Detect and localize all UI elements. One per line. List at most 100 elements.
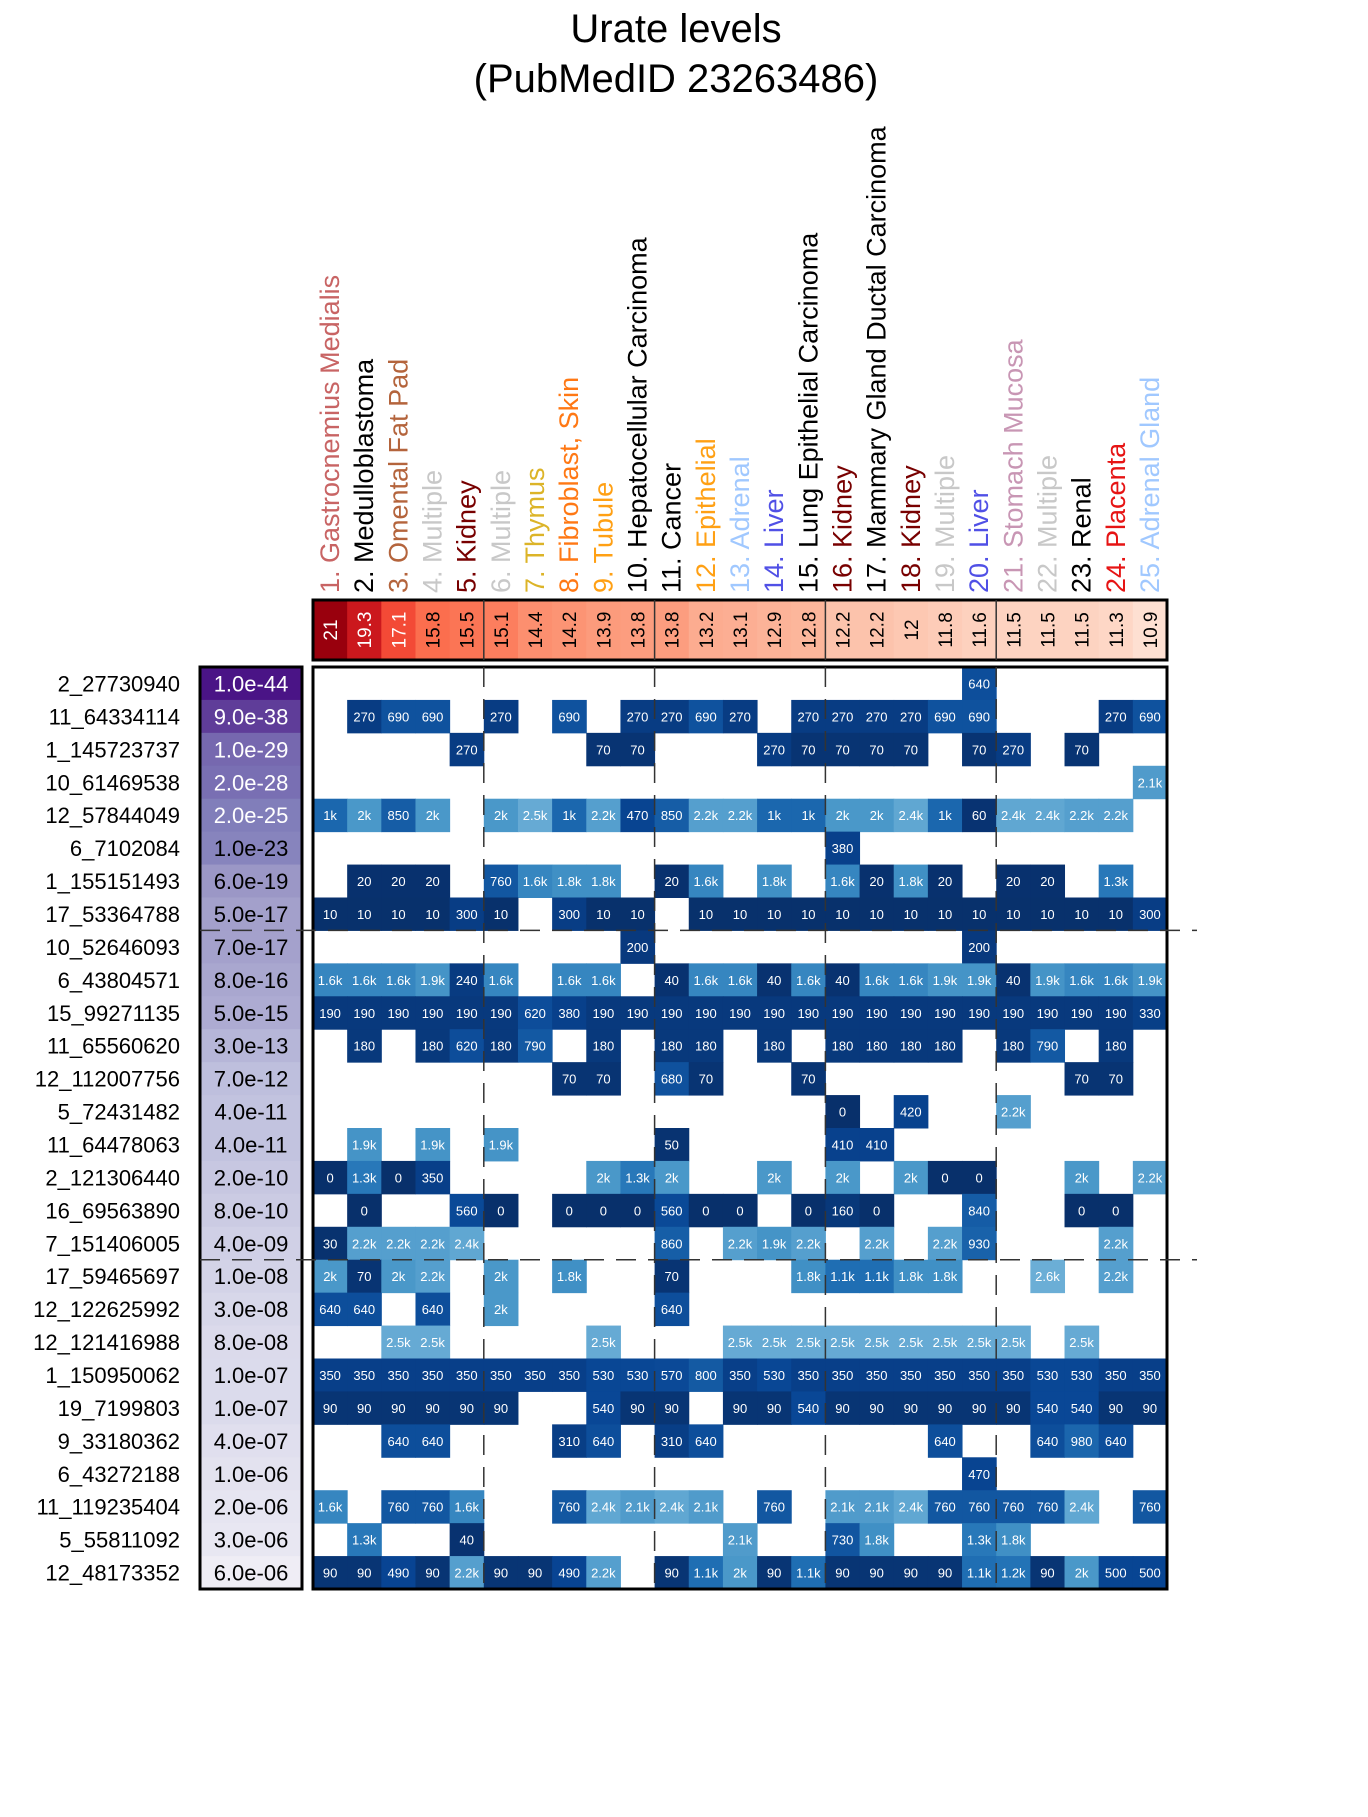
cell-value: 350 [1139, 1368, 1161, 1383]
heatmap-cell [962, 699, 997, 734]
cell-value: 1k [323, 808, 337, 823]
heatmap-cell [825, 1556, 861, 1590]
heatmap-cell [1030, 864, 1066, 898]
score-bar-border [311, 598, 1169, 662]
heatmap-cell [791, 1325, 826, 1359]
pvalue-cell [200, 1160, 302, 1195]
cell-value: 530 [1071, 1368, 1093, 1383]
heatmap-cell [347, 1556, 382, 1590]
heatmap-cell [1064, 798, 1100, 833]
cell-value: 90 [733, 1401, 747, 1416]
heatmap-cell [347, 1226, 382, 1261]
heatmap-cell [654, 1424, 690, 1458]
pvalue-label: 5.0e-15 [214, 1001, 289, 1026]
score-label: 11.8 [936, 612, 957, 648]
score-label: 12.8 [799, 612, 820, 649]
heatmap-cell [722, 897, 758, 931]
heatmap-cell [586, 1325, 621, 1359]
cell-value: 40 [459, 1533, 473, 1548]
heatmap-cell [313, 1160, 348, 1195]
cell-value: 10 [904, 907, 918, 922]
cell-value: 90 [835, 1401, 849, 1416]
heatmap-cell [688, 897, 724, 931]
heatmap-cell [483, 897, 519, 931]
cell-value: 2.2k [1001, 1105, 1026, 1120]
heatmap-cell [654, 864, 690, 898]
cell-value: 690 [1139, 709, 1161, 724]
heatmap-cell [347, 1391, 382, 1425]
cell-value: 640 [593, 1434, 615, 1449]
heatmap-cell [1030, 1391, 1066, 1425]
heatmap-cell [449, 1029, 485, 1063]
cell-value: 690 [388, 709, 410, 724]
cell-value: 90 [664, 1566, 678, 1581]
cell-value: 1.8k [933, 1269, 958, 1284]
heatmap-cell [620, 699, 656, 734]
heatmap-cell [415, 699, 451, 734]
heatmap-cell [893, 1029, 929, 1063]
cell-value: 1.6k [557, 973, 582, 988]
cell-value: 90 [904, 1566, 918, 1581]
heatmap-cell [688, 1193, 724, 1228]
cell-value: 90 [323, 1401, 337, 1416]
score-label: 13.1 [731, 612, 752, 649]
cell-value: 1.8k [762, 874, 787, 889]
cell-value: 2.1k [864, 1500, 889, 1515]
cell-value: 350 [729, 1368, 751, 1383]
score-cell [859, 600, 895, 660]
heatmap-cell [1132, 699, 1168, 734]
heatmap-cell [927, 963, 963, 997]
cell-value: 2k [1075, 1170, 1089, 1185]
score-label: 14.2 [560, 612, 581, 649]
cell-value: 2.2k [591, 808, 616, 823]
cell-value: 640 [934, 1434, 956, 1449]
heatmap-cell [483, 1556, 519, 1590]
heatmap-cell [825, 1358, 861, 1392]
row-label: 19_7199803 [58, 1396, 180, 1421]
cell-value: 180 [1105, 1039, 1127, 1054]
row-label: 11_119235404 [36, 1495, 180, 1520]
heatmap-cell [722, 1193, 758, 1228]
heatmap-cell [1030, 963, 1066, 997]
heatmap-cell [893, 864, 929, 898]
heatmap-cell [517, 1358, 553, 1392]
cell-value: 90 [391, 1401, 405, 1416]
pvalue-cell [200, 1259, 302, 1294]
heatmap-cell [381, 897, 416, 931]
cell-value: 90 [1143, 1401, 1157, 1416]
row-label: 1_145723737 [45, 737, 180, 762]
heatmap-cell [347, 963, 382, 997]
heatmap-cell [586, 1490, 621, 1524]
cell-value: 10 [733, 907, 747, 922]
pvalue-cell [200, 831, 302, 866]
cell-value: 70 [869, 742, 883, 757]
column-label: 18. Kidney [896, 465, 926, 593]
heatmap-cell [1132, 996, 1168, 1030]
cell-value: 270 [661, 709, 683, 724]
heatmap-cell [927, 897, 963, 931]
cell-value: 70 [801, 742, 815, 757]
heatmap-cell [722, 996, 758, 1030]
cell-value: 1.6k [454, 1500, 479, 1515]
heatmap-cell [893, 1325, 929, 1359]
heatmap-cell [791, 963, 826, 997]
heatmap-cell [449, 1391, 485, 1425]
pvalue-label: 1.0e-23 [214, 836, 289, 861]
column-label: 9. Tubule [588, 482, 618, 593]
cell-value: 10 [357, 907, 371, 922]
heatmap-cell [996, 1556, 1031, 1590]
cell-value: 730 [832, 1533, 854, 1548]
cell-value: 70 [664, 1269, 678, 1284]
cell-value: 10 [972, 907, 986, 922]
heatmap-cell [552, 1259, 587, 1294]
score-label: 12.9 [765, 612, 786, 649]
cell-value: 310 [661, 1434, 683, 1449]
heatmap-cell [893, 1391, 929, 1425]
heatmap-cell [996, 1358, 1031, 1392]
cell-value: 350 [456, 1368, 478, 1383]
column-label: 5. Kidney [452, 480, 482, 593]
pvalue-cell [200, 1523, 302, 1557]
pvalue-cell [200, 897, 302, 931]
cell-value: 760 [1139, 1500, 1161, 1515]
heatmap-cell [620, 996, 656, 1030]
